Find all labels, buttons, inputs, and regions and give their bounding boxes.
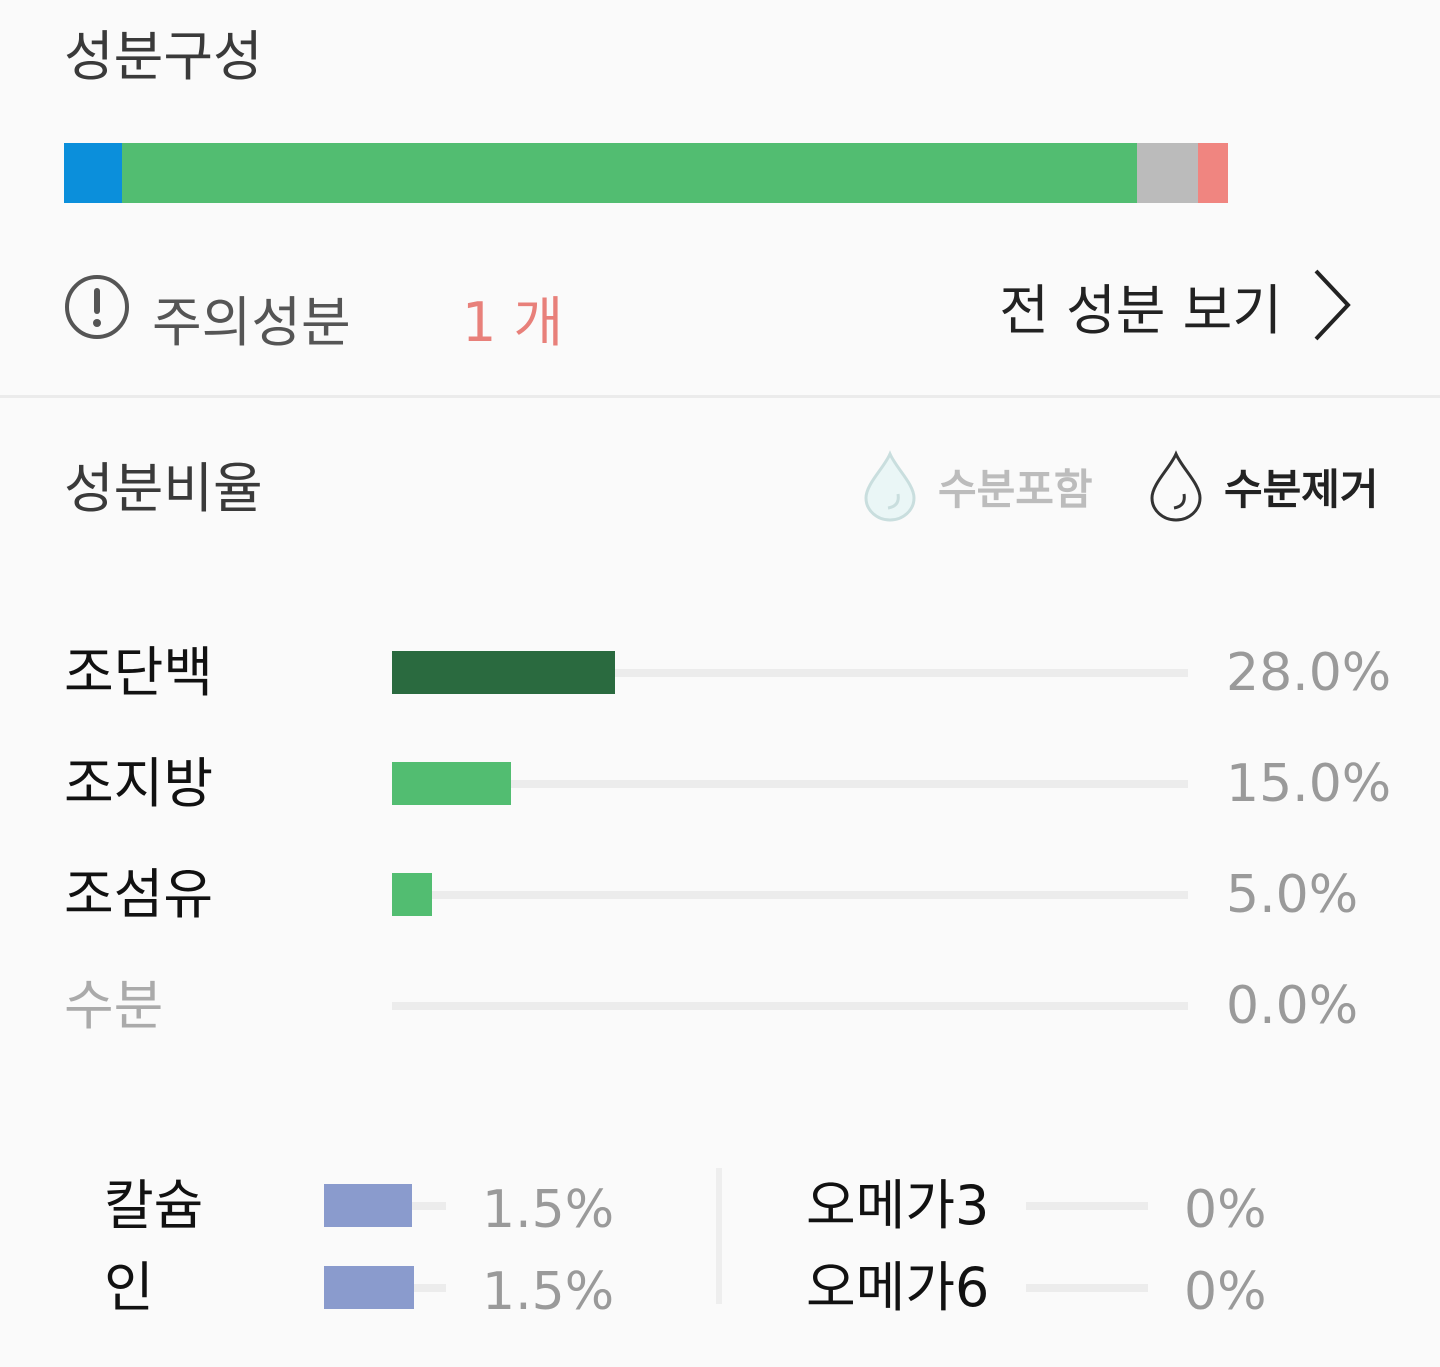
nutrient-value: 15.0%	[1226, 754, 1392, 814]
section-divider	[0, 395, 1440, 398]
nutrient-track	[392, 891, 1188, 899]
nutrient-value: 5.0%	[1226, 865, 1359, 925]
composition-segment-2	[1137, 143, 1198, 203]
nutrient-value: 0.0%	[1226, 976, 1359, 1036]
composition-stacked-bar	[64, 143, 1228, 203]
toggle-include-label: 수분포함	[938, 464, 1093, 514]
nutrient-label: 조섬유	[64, 863, 214, 926]
chevron-right-icon	[1314, 269, 1351, 341]
caution-row: 주의성분 1 개 전 성분 보기	[64, 269, 1384, 354]
omega-value: 0%	[1184, 1262, 1267, 1322]
water-drop-icon	[1150, 450, 1202, 522]
ratio-title: 성분비율	[64, 457, 263, 520]
nutrient-row-fat: 조지방 15.0%	[64, 752, 1391, 815]
mineral-fill	[324, 1266, 414, 1309]
nutrient-fill	[392, 651, 615, 694]
omega-track	[1026, 1202, 1148, 1210]
mineral-row-calcium: 칼슘 1.5%	[104, 1174, 624, 1241]
caution-count[interactable]: 1 개	[462, 291, 564, 354]
composition-segment-1	[122, 143, 1138, 203]
nutrient-label: 조지방	[64, 752, 214, 815]
composition-segment-0	[64, 143, 123, 203]
omega-label: 오메가3	[806, 1174, 990, 1237]
view-all-ingredients-button[interactable]: 전 성분 보기	[999, 269, 1352, 342]
omega-label: 오메가6	[806, 1256, 990, 1319]
caution-label: 주의성분	[152, 291, 351, 354]
column-separator	[716, 1168, 722, 1304]
toggle-exclude-water[interactable]: 수분제거	[1148, 450, 1379, 522]
mineral-label: 인	[104, 1256, 154, 1319]
omega-track	[1026, 1284, 1148, 1292]
mineral-value: 1.5%	[482, 1262, 615, 1322]
water-drop-icon	[864, 450, 916, 522]
nutrient-value: 28.0%	[1226, 643, 1392, 703]
nutrient-row-protein: 조단백 28.0%	[64, 641, 1391, 704]
omega-row-6: 오메가6 0%	[806, 1256, 1306, 1323]
nutrient-track	[392, 669, 1188, 677]
mineral-fill	[324, 1184, 412, 1227]
mineral-row-phosphorus: 인 1.5%	[104, 1256, 624, 1323]
nutrient-fill	[392, 762, 511, 805]
omega-row-3: 오메가3 0%	[806, 1174, 1306, 1241]
nutrient-track	[392, 780, 1188, 788]
composition-title: 성분구성	[64, 25, 263, 88]
nutrient-row-fiber: 조섬유 5.0%	[64, 863, 1384, 926]
mineral-value: 1.5%	[482, 1180, 615, 1240]
nutrient-fill	[392, 873, 432, 916]
composition-segment-3	[1197, 143, 1228, 203]
toggle-exclude-label: 수분제거	[1224, 464, 1379, 514]
view-all-label: 전 성분 보기	[999, 278, 1282, 342]
nutrient-track	[392, 1002, 1188, 1010]
nutrient-row-moisture: 수분 0.0%	[64, 974, 1384, 1037]
nutrient-label: 조단백	[64, 641, 214, 704]
nutrient-label: 수분	[64, 974, 164, 1037]
toggle-include-water[interactable]: 수분포함	[862, 450, 1093, 522]
warning-circle-icon	[65, 275, 129, 339]
omega-value: 0%	[1184, 1180, 1267, 1240]
mineral-label: 칼슘	[104, 1174, 204, 1237]
